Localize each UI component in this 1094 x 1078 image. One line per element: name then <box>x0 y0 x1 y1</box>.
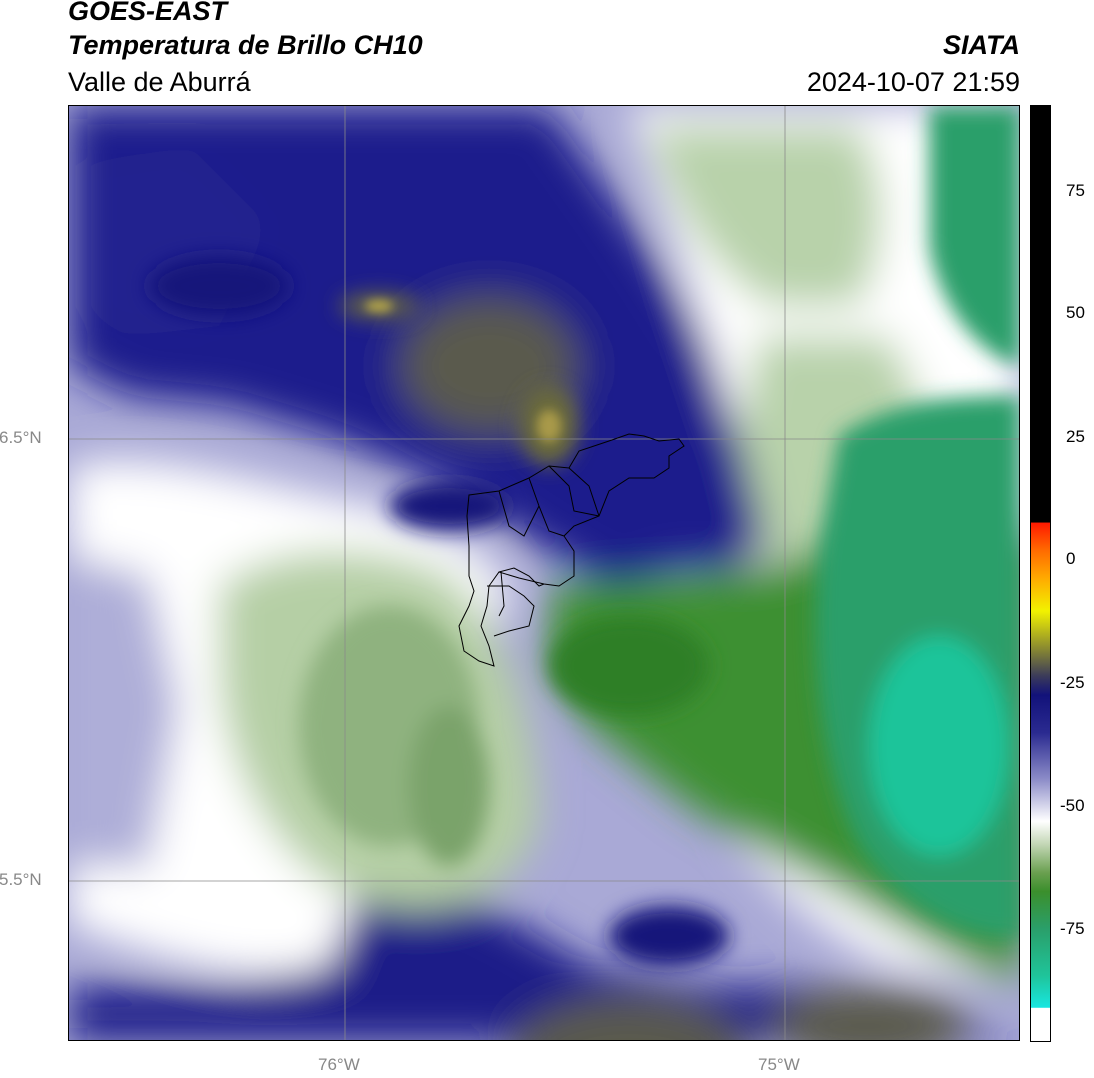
colorbar-tick-neg50: -50 <box>1060 796 1085 815</box>
agency-label: SIATA <box>943 30 1020 60</box>
colorbar-gradient <box>1031 106 1050 1041</box>
brightness-temperature-map[interactable] <box>68 105 1020 1041</box>
region-label: Valle de Aburrá <box>68 67 251 97</box>
aburra-valley-boundaries <box>458 433 685 667</box>
satellite-title: GOES-EAST <box>68 0 228 26</box>
product-title: Temperatura de Brillo CH10 <box>68 30 423 60</box>
colorbar <box>1030 105 1051 1042</box>
colorbar-tick-neg75: -75 <box>1060 919 1085 938</box>
datetime-label: 2024-10-07 21:59 <box>806 67 1020 97</box>
colorbar-tick-75: 75 <box>1066 181 1085 200</box>
colorbar-tick-25: 25 <box>1066 427 1085 446</box>
colorbar-tick-0: 0 <box>1066 549 1076 568</box>
map-canvas <box>69 106 1019 1040</box>
lat-label-5-5n: 5.5°N <box>0 870 42 889</box>
lat-label-6-5n: 6.5°N <box>0 428 42 447</box>
colorbar-tick-neg25: -25 <box>1060 673 1085 692</box>
colorbar-tick-50: 50 <box>1066 303 1085 322</box>
lon-label-75w: 75°W <box>758 1055 800 1074</box>
lon-label-76w: 76°W <box>318 1055 360 1074</box>
